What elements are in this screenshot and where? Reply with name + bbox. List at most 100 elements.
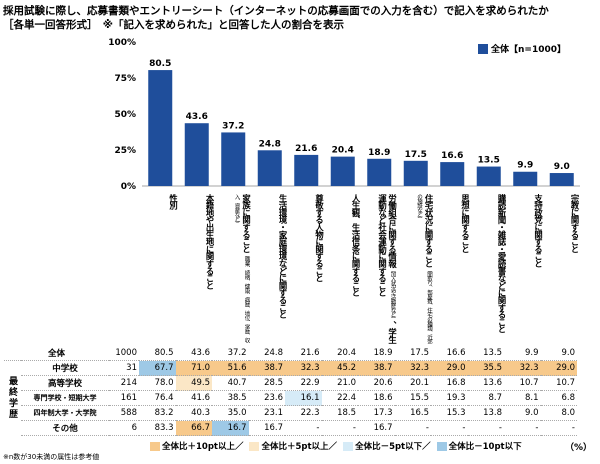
bar-value-label: 18.9 <box>368 148 390 158</box>
y-tick-label: 50% <box>114 110 136 120</box>
highlight-legend: 全体比＋10pt以上／ 全体比＋5pt以上／ 全体比－5pt以下／ 全体比－10… <box>150 440 522 452</box>
table-cell: 21.6 <box>285 346 322 361</box>
table-cell: 13.6 <box>467 375 504 391</box>
category-label: 人生観、生活信条に関すること <box>329 194 361 344</box>
table-cell: 15.3 <box>431 405 468 421</box>
table-cell: 66.7 <box>175 420 212 436</box>
bar-value-label: 20.4 <box>332 146 354 156</box>
category-main: 労働組合に関する情報 <box>387 194 398 267</box>
table-cell: 37.2 <box>212 346 249 361</box>
table-cell: 20.1 <box>394 375 431 391</box>
category-label: 本籍地や出生地に関すること <box>183 194 215 344</box>
table-cell: 20.6 <box>358 375 395 391</box>
category-main-cont: 、学生運動など社会運動に関すること <box>377 194 398 343</box>
category-main: 住宅状況に関すること <box>424 194 434 267</box>
table-cell: 13.5 <box>467 346 504 361</box>
category-main: 生活環境・家庭環境などに関すること <box>278 194 288 319</box>
y-tick-label: 75% <box>114 74 136 84</box>
bar <box>440 162 465 186</box>
swatch-up10 <box>150 442 160 451</box>
swatch-down5 <box>343 442 354 451</box>
table-row: 最終学歴 中学校 31 67.7 71.0 51.6 38.7 32.3 45.2 38.7 32.… <box>4 360 577 420</box>
category-label: 思想に関すること <box>438 194 471 344</box>
bar-value-label: 43.6 <box>186 112 208 122</box>
category-label: 宗教に関すること <box>548 194 580 344</box>
row-n: 6 <box>109 420 139 436</box>
table-cell: 23.6 <box>248 390 285 406</box>
table-cell: 45.2 <box>321 360 358 376</box>
bar-value-label: 13.5 <box>478 156 500 166</box>
table-cell: 28.5 <box>248 375 285 391</box>
category-label: 住宅状況に関すること（間取り、部屋数、住宅の種類、近郊の施設など） <box>402 194 434 344</box>
table-cell: 13.8 <box>467 405 504 421</box>
table-cell: 18.5 <box>321 405 358 421</box>
bar <box>294 154 319 186</box>
footnote: ※n数が30未満の属性は参考値 <box>3 453 100 461</box>
row-n: 31 <box>109 360 139 376</box>
table-cell: 22.4 <box>321 390 358 406</box>
table-cell: 8.7 <box>467 390 504 406</box>
category-label: 尊敬する人物に関すること <box>292 194 325 344</box>
bar <box>403 160 428 186</box>
row-n: 161 <box>109 390 139 406</box>
table-cell: 40.7 <box>212 375 249 391</box>
table-cell: 40.3 <box>175 405 212 421</box>
category-main: 思想に関すること <box>460 194 471 253</box>
table-cell: 22.9 <box>285 375 322 391</box>
bar <box>367 158 392 186</box>
bar-value-label: 37.2 <box>222 121 244 131</box>
category-main: 購読新聞・雑誌・愛読書などに関すること <box>497 194 507 333</box>
table-cell: 9.0 <box>504 405 541 421</box>
table-cell: 29.0 <box>540 360 577 376</box>
category-main: 支持政党に関すること <box>533 194 544 267</box>
table-cell: - <box>467 420 504 436</box>
category-label: 性別 <box>146 194 179 344</box>
bar-value-label: 9.0 <box>554 162 570 172</box>
category-main: 宗教に関すること <box>570 194 580 253</box>
table-cell: - <box>321 420 358 436</box>
table-cell: - <box>504 420 541 436</box>
legend-down10-label: 全体比－10pt以下 <box>448 442 522 452</box>
table-cell: - <box>394 420 431 436</box>
row-label: その他 <box>21 420 109 436</box>
table-cell: 32.3 <box>504 360 541 376</box>
bar <box>476 166 501 186</box>
table-cell: 32.3 <box>394 360 431 376</box>
table-cell: 22.3 <box>285 405 322 421</box>
table-cell: 71.0 <box>175 360 212 376</box>
bar <box>184 123 209 186</box>
legend-swatch <box>478 43 488 54</box>
bar <box>148 70 173 186</box>
bar-value-label: 9.9 <box>517 161 533 171</box>
table-cell: 6.8 <box>540 390 577 406</box>
bar <box>257 150 282 186</box>
table-cell: 10.7 <box>540 375 577 391</box>
table-cell: 80.5 <box>139 346 176 361</box>
swatch-up5 <box>249 442 260 451</box>
bar-value-label: 17.5 <box>405 150 427 160</box>
category-main: 本籍地や出生地に関すること <box>205 194 215 289</box>
table-cell: 18.6 <box>358 390 395 406</box>
table-cell: 43.6 <box>175 346 212 361</box>
table-cell: 83.3 <box>139 420 176 436</box>
table-cell: 41.6 <box>175 390 212 406</box>
table-row: 専門学校・短期大学 161 76.4 41.6 38.5 23.6 16.1 22.4 18.6… <box>4 390 577 406</box>
legend-up5-label: 全体比＋5pt以上／ <box>261 442 338 452</box>
category-label: 家族に関すること（職業、続柄、健康、病歴、地位、学歴、収入、資産など） <box>219 194 252 344</box>
table-cell: 76.4 <box>139 390 176 406</box>
table-cell: 38.5 <box>212 390 249 406</box>
table-row: 四年制大学・大学院 588 83.2 40.3 35.0 23.1 22.3 18.5 17.3… <box>4 405 577 421</box>
table-cell: 18.9 <box>358 346 395 361</box>
table-cell: 16.5 <box>394 405 431 421</box>
category-sub: （加入状況や活動歴など） <box>389 267 396 321</box>
table-row: 高等学校 214 78.0 49.5 40.7 28.5 22.9 21.0 20.6 20.1 1… <box>4 375 577 391</box>
category-main: 人生観、生活信条に関すること <box>351 194 361 297</box>
bar <box>513 171 538 186</box>
category-sub: （間取り、部屋数、住宅の種類、近郊の施設など） <box>416 194 432 344</box>
legend-total-label: 全体【n=1000】 <box>491 45 566 55</box>
legend-down5-label: 全体比－5pt以下／ <box>355 442 431 452</box>
table-cell: 9.9 <box>504 346 541 361</box>
table-cell: 16.6 <box>431 346 468 361</box>
table-cell: 16.1 <box>285 390 322 406</box>
row-label: 全体 <box>4 346 109 361</box>
